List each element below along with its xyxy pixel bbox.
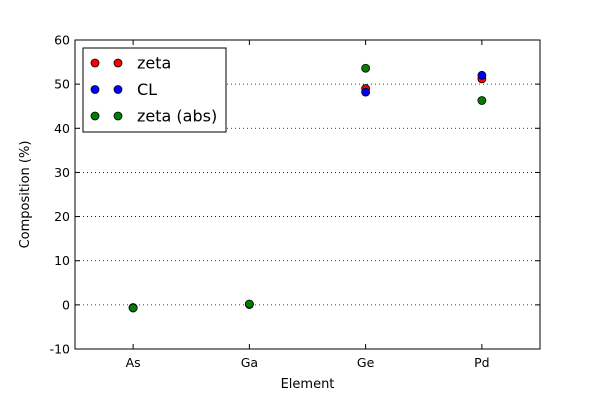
data-point-zeta-abs--ga <box>244 299 254 309</box>
legend-box <box>82 47 227 133</box>
data-point-cl-ge <box>361 87 371 97</box>
y-tick-label: 40 <box>54 121 70 136</box>
y-tick-label: -10 <box>50 342 70 357</box>
plot-area-frame <box>74 39 541 350</box>
data-point-zeta-abs--as <box>128 303 138 313</box>
grid-lines <box>75 83 540 306</box>
y-tick-label: 60 <box>54 33 70 48</box>
legend-marker-cl <box>90 85 100 94</box>
legend-marker-zeta <box>90 58 100 68</box>
legend-marker-zeta-abs- <box>113 111 123 121</box>
legend-label-zeta: zeta <box>137 54 171 73</box>
legend-label-zeta-abs-: zeta (abs) <box>137 107 217 126</box>
x-tick-label: Ga <box>241 355 258 370</box>
y-axis-label: Composition (%) <box>18 141 33 249</box>
x-tick-label: Ge <box>357 355 375 370</box>
legend: zeta CL zeta (abs) <box>82 47 227 133</box>
y-tick-label: 50 <box>54 77 70 92</box>
x-tick-label: As <box>126 355 141 370</box>
y-tick-label: 0 <box>62 297 70 312</box>
x-tick-label: Pd <box>474 355 489 370</box>
y-tick-label: 30 <box>54 165 70 180</box>
data-point-cl-pd <box>477 70 487 80</box>
y-tick-label: 10 <box>54 253 70 268</box>
legend-label-cl: CL <box>137 80 157 99</box>
legend-marker-zeta <box>113 58 123 68</box>
x-axis-label: Element <box>281 377 335 392</box>
data-point-zeta-abs--ge <box>361 63 371 73</box>
axis-ticks: -10 0 10 20 30 40 50 60 As Ga Ge Pd <box>50 33 540 370</box>
data-points <box>128 63 487 313</box>
data-point-zeta-abs--pd <box>477 96 487 105</box>
legend-marker-zeta-abs- <box>90 111 100 121</box>
legend-marker-cl <box>113 85 123 94</box>
y-tick-label: 20 <box>54 209 70 224</box>
